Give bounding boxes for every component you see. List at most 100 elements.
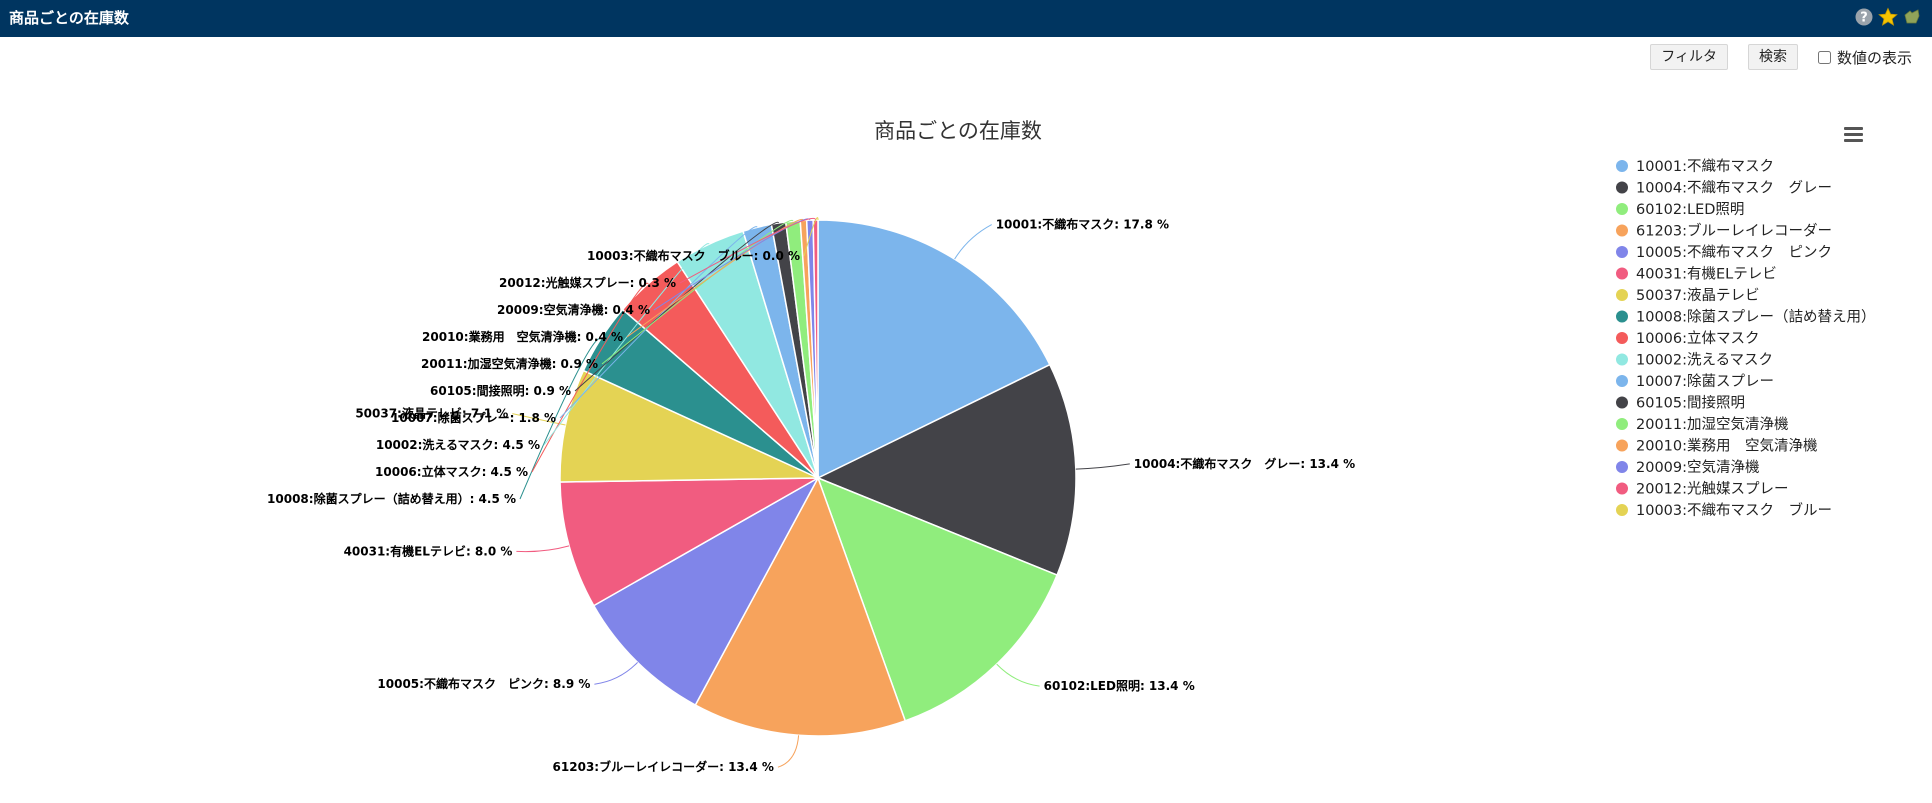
header-icons: ? xyxy=(1854,7,1922,27)
legend-item-61203[interactable]: 61203:ブルーレイレコーダー xyxy=(1616,222,1832,240)
legend-marker-60102 xyxy=(1616,203,1628,215)
show-values-checkbox[interactable] xyxy=(1817,50,1831,64)
data-label-50037: 50037:液晶テレビ: 7.1 % xyxy=(355,406,508,421)
pie-slice-10005[interactable] xyxy=(592,476,820,707)
data-label-20011: 20011:加湿空気清浄機: 0.9 % xyxy=(421,356,598,371)
pie-slice-61203[interactable] xyxy=(694,476,907,737)
legend-label-20012: 20012:光触媒スプレー xyxy=(1636,481,1789,498)
data-label-10005: 10005:不織布マスク ピンク: 8.9 % xyxy=(377,676,590,691)
legend-marker-10007 xyxy=(1616,375,1628,387)
legend-marker-20011 xyxy=(1616,418,1628,430)
hamburger-menu-icon[interactable] xyxy=(1844,127,1863,142)
legend-label-20010: 20010:業務用 空気清浄機 xyxy=(1636,438,1818,455)
legend-label-10008: 10008:除菌スプレー（詰め替え用） xyxy=(1636,309,1876,326)
legend-label-60102: 60102:LED照明 xyxy=(1636,202,1744,218)
star-icon[interactable] xyxy=(1878,7,1898,27)
legend-item-20009[interactable]: 20009:空気清浄機 xyxy=(1616,459,1760,476)
data-labels: 10001:不織布マスク: 17.8 % 10004:不織布マスク グレー: 13… xyxy=(267,217,1355,775)
data-label-61203: 61203:ブルーレイレコーダー: 13.4 % xyxy=(553,759,774,774)
legend-marker-10003 xyxy=(1616,504,1628,516)
legend-marker-20012 xyxy=(1616,482,1628,495)
connector-10005 xyxy=(594,662,638,685)
toolbar: フィルタ 検索 数値の表示 xyxy=(1650,44,1912,70)
bookmark-icon[interactable] xyxy=(1902,7,1922,27)
page-title: 商品ごとの在庫数 xyxy=(9,9,129,27)
legend-item-20011[interactable]: 20011:加湿空気清浄機 xyxy=(1616,416,1789,433)
legend-label-10001: 10001:不織布マスク xyxy=(1636,158,1774,175)
legend-marker-10001 xyxy=(1616,160,1628,172)
legend-item-10005[interactable]: 10005:不織布マスク ピンク xyxy=(1616,244,1832,261)
legend-label-40031: 40031:有機ELテレビ xyxy=(1636,266,1777,283)
legend-marker-20010 xyxy=(1616,439,1628,452)
connector-10004 xyxy=(1075,463,1130,470)
legend-label-10005: 10005:不織布マスク ピンク xyxy=(1636,244,1832,261)
svg-text:?: ? xyxy=(1860,11,1868,26)
show-values-label: 数値の表示 xyxy=(1836,48,1912,67)
legend-marker-10002 xyxy=(1616,353,1628,366)
show-values-toggle[interactable]: 数値の表示 xyxy=(1817,47,1912,68)
pie-slice-50037[interactable] xyxy=(559,369,819,483)
label-connectors xyxy=(512,217,1130,768)
legend-item-50037[interactable]: 50037:液晶テレビ xyxy=(1616,287,1760,304)
legend-item-60105[interactable]: 60105:間接照明 xyxy=(1616,395,1745,412)
legend-marker-40031 xyxy=(1616,267,1628,280)
legend-label-61203: 61203:ブルーレイレコーダー xyxy=(1636,222,1832,240)
data-label-10006: 10006:立体マスク: 4.5 % xyxy=(375,464,528,479)
legend-item-10004[interactable]: 10004:不織布マスク グレー xyxy=(1616,180,1832,197)
data-label-20012: 20012:光触媒スプレー: 0.3 % xyxy=(499,275,676,290)
connector-10001 xyxy=(954,224,992,260)
legend: 10001:不織布マスク 10004:不織布マスク グレー 60102:LED照明 6… xyxy=(1616,158,1876,519)
connector-20012 xyxy=(679,217,817,284)
legend-marker-10004 xyxy=(1616,181,1628,194)
legend-marker-10005 xyxy=(1616,246,1628,258)
data-label-60105: 60105:間接照明: 0.9 % xyxy=(430,383,571,398)
legend-label-60105: 60105:間接照明 xyxy=(1636,395,1745,412)
connector-40031 xyxy=(516,545,570,553)
legend-item-20010[interactable]: 20010:業務用 空気清浄機 xyxy=(1616,438,1818,455)
data-label-60102: 60102:LED照明: 13.4 % xyxy=(1044,678,1195,693)
data-label-10003: 10003:不織布マスク ブルー: 0.0 % xyxy=(587,248,800,263)
app-header: 商品ごとの在庫数 ? xyxy=(0,0,1932,37)
connector-60102 xyxy=(996,663,1040,687)
legend-marker-50037 xyxy=(1616,289,1628,301)
legend-item-10006[interactable]: 10006:立体マスク xyxy=(1616,330,1760,347)
data-label-40031: 40031:有機ELテレビ: 8.0 % xyxy=(344,543,513,558)
legend-label-10007: 10007:除菌スプレー xyxy=(1636,373,1774,390)
legend-label-10006: 10006:立体マスク xyxy=(1636,330,1760,347)
connector-10006 xyxy=(531,282,649,473)
data-label-20010: 20010:業務用 空気清浄機: 0.4 % xyxy=(422,329,623,344)
legend-label-20011: 20011:加湿空気清浄機 xyxy=(1636,416,1789,433)
legend-item-10008[interactable]: 10008:除菌スプレー（詰め替え用） xyxy=(1616,309,1876,326)
legend-item-10002[interactable]: 10002:洗えるマスク xyxy=(1616,352,1773,369)
data-label-10001: 10001:不織布マスク: 17.8 % xyxy=(996,217,1169,232)
legend-item-20012[interactable]: 20012:光触媒スプレー xyxy=(1616,481,1789,498)
chart-title: 商品ごとの在庫数 xyxy=(874,119,1042,143)
legend-label-20009: 20009:空気清浄機 xyxy=(1636,459,1760,476)
filter-button[interactable]: フィルタ xyxy=(1650,44,1728,70)
legend-label-10003: 10003:不織布マスク ブルー xyxy=(1636,501,1832,519)
data-label-10008: 10008:除菌スプレー（詰め替え用）: 4.5 % xyxy=(267,491,516,506)
connector-20011 xyxy=(601,219,794,365)
connector-61203 xyxy=(777,735,800,768)
pie-slices xyxy=(559,219,1077,737)
legend-label-10004: 10004:不織布マスク グレー xyxy=(1636,180,1832,197)
legend-item-10007[interactable]: 10007:除菌スプレー xyxy=(1616,373,1774,390)
legend-item-40031[interactable]: 40031:有機ELテレビ xyxy=(1616,266,1777,283)
legend-label-10002: 10002:洗えるマスク xyxy=(1636,352,1773,369)
help-icon[interactable]: ? xyxy=(1854,7,1874,27)
legend-marker-10006 xyxy=(1616,332,1628,344)
connector-60105 xyxy=(574,221,779,392)
data-label-10002: 10002:洗えるマスク: 4.5 % xyxy=(376,437,540,452)
legend-label-50037: 50037:液晶テレビ xyxy=(1636,287,1760,304)
connector-10008 xyxy=(519,338,602,500)
search-button[interactable]: 検索 xyxy=(1747,44,1798,70)
legend-item-10003[interactable]: 10003:不織布マスク ブルー xyxy=(1616,501,1832,519)
pie-slice-10004[interactable] xyxy=(816,363,1077,577)
pie-slice-10001[interactable] xyxy=(817,219,1051,480)
legend-marker-10008 xyxy=(1616,310,1628,323)
pie-slice-60102[interactable] xyxy=(816,476,1059,722)
connector-50037 xyxy=(512,413,566,426)
legend-item-10001[interactable]: 10001:不織布マスク xyxy=(1616,158,1774,175)
legend-item-60102[interactable]: 60102:LED照明 xyxy=(1616,202,1744,218)
legend-marker-60105 xyxy=(1616,396,1628,409)
